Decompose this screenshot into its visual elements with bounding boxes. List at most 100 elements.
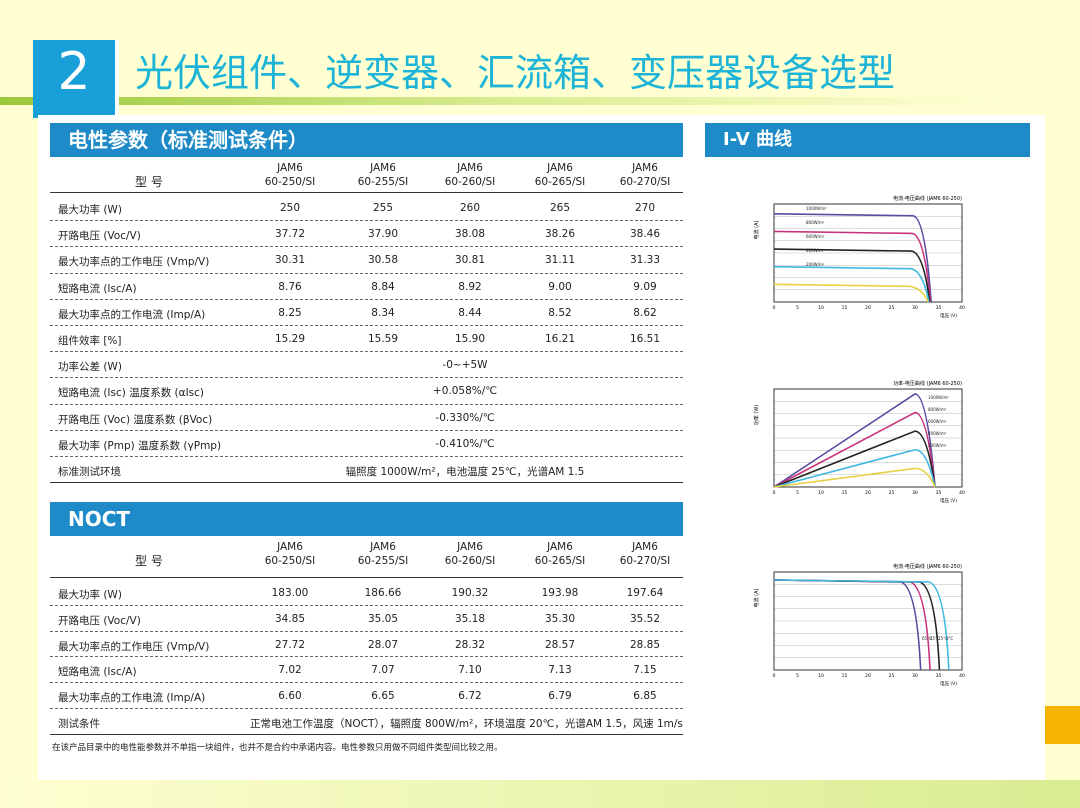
x-tick-label: 25 — [889, 490, 895, 496]
model-name: JAM6 60-270/SI — [619, 162, 671, 188]
model-name: JAM6 60-255/SI — [357, 541, 409, 567]
legend-label: 25°C — [938, 636, 948, 641]
plot-frame — [773, 203, 963, 303]
separator — [50, 656, 683, 658]
separator — [50, 298, 683, 300]
x-tick-label: 15 — [842, 490, 848, 496]
x-axis-label: 电压 (V) — [940, 680, 957, 687]
cell: 9.09 — [633, 280, 657, 293]
x-tick-label: 35 — [936, 490, 942, 496]
cell: 193.98 — [541, 587, 579, 599]
model-name: JAM6 60-260/SI — [444, 162, 496, 188]
separator — [50, 325, 683, 326]
curve — [773, 579, 931, 671]
cell: 35.18 — [454, 612, 486, 625]
slide-title: 光伏组件、逆变器、汇流箱、变压器设备选型 — [135, 51, 896, 95]
model-name: JAM6 60-255/SI — [357, 162, 409, 188]
x-tick-label: 15 — [842, 673, 848, 679]
row-label: 标准测试环境 — [58, 466, 121, 478]
legend-label: 600W/m² — [928, 419, 947, 424]
x-tick-label: 25 — [889, 673, 895, 679]
model-name: JAM6 60-250/SI — [264, 541, 316, 567]
row-label: 短路电流 (Isc) 温度系数 (αIsc) — [58, 387, 204, 400]
x-tick-label: 30 — [912, 490, 918, 496]
curve — [773, 213, 932, 303]
cell: 6.72 — [458, 690, 482, 703]
cell: 8.34 — [371, 306, 395, 319]
cell: 28.85 — [629, 638, 661, 651]
row-label: 功率公差 (W) — [58, 361, 122, 374]
cell: 15.59 — [367, 333, 399, 345]
x-tick-label: 35 — [936, 673, 942, 679]
curve — [773, 467, 936, 488]
legend-label: 65°C — [922, 636, 932, 641]
y-axis-label: 功率 (W) — [753, 405, 760, 425]
section-number: 2 — [57, 42, 91, 102]
separator — [50, 377, 683, 379]
cell: 8.92 — [458, 280, 482, 293]
cell: 197.64 — [626, 587, 664, 599]
separator — [50, 682, 683, 684]
x-tick-label: 15 — [842, 305, 848, 311]
row-label: 最大功率 (Pmp) 温度系数 (γPmp) — [58, 439, 222, 452]
row-label: 最大功率点的工作电压 (Vmp/V) — [58, 256, 210, 269]
cell: 7.13 — [548, 664, 572, 677]
cell: 6.65 — [371, 690, 395, 703]
model-name: JAM6 60-265/SI — [534, 162, 586, 188]
green-rule — [0, 97, 1000, 105]
cell: 260 — [459, 202, 481, 214]
x-tick-label: 30 — [912, 673, 918, 679]
cell: 31.33 — [629, 254, 661, 267]
x-tick-label: 40 — [959, 305, 965, 311]
x-tick-label: 5 — [796, 490, 799, 496]
side-tab — [1045, 706, 1080, 744]
cell: 8.44 — [458, 306, 482, 319]
cell: 250 — [279, 202, 301, 214]
row-label: 最大功率 (W) — [58, 204, 122, 216]
cell: 8.76 — [278, 280, 302, 293]
curve — [773, 579, 950, 671]
model-name: JAM6 60-270/SI — [619, 541, 671, 567]
plot-frame — [773, 571, 963, 671]
legend-label: 600W/m² — [806, 234, 825, 239]
x-tick-label: 10 — [818, 305, 824, 311]
row-label: 短路电流 (Isc/A) — [58, 666, 137, 679]
section-heading: I-V 曲线 — [705, 123, 1030, 157]
separator — [50, 604, 683, 606]
row-label: 开路电压 (Voc) 温度系数 (βVoc) — [58, 413, 213, 426]
cell-span: -0.330%/℃ — [435, 411, 495, 424]
cell: 28.32 — [454, 638, 486, 651]
cell: 16.21 — [544, 333, 576, 345]
legend-label: 1000W/m² — [928, 395, 949, 400]
iv-chart: 电流-电压曲线 (JAM6 60-250) 电流 (A) 0 5 10 15 20 25 30 3… — [753, 195, 965, 319]
row-label: 开路电压 (Voc/V) — [58, 614, 141, 627]
x-tick-label: 10 — [818, 673, 824, 679]
row-label: 开路电压 (Voc/V) — [58, 230, 141, 243]
separator — [50, 577, 683, 578]
separator — [50, 192, 683, 193]
row-label: 最大功率 (W) — [58, 589, 122, 601]
cell: 8.52 — [548, 306, 572, 319]
legend-label: 800W/m² — [806, 220, 825, 225]
curve — [773, 579, 941, 671]
cell: 255 — [372, 202, 394, 214]
plot-frame — [773, 388, 963, 488]
separator — [50, 456, 683, 457]
cell-span: 正常电池工作温度（NOCT），辐照度 800W/m²，环境温度 20℃，光谱AM… — [250, 718, 683, 730]
cell: 37.72 — [274, 228, 306, 241]
separator — [50, 429, 683, 431]
x-tick-label: 0 — [773, 673, 776, 679]
cell: 7.15 — [633, 664, 657, 677]
number-box — [33, 40, 119, 118]
cell: 30.81 — [454, 254, 486, 267]
x-axis-label: 电压 (V) — [940, 312, 957, 319]
cell: 15.90 — [454, 333, 486, 345]
x-tick-label: 5 — [796, 305, 799, 311]
cell: 38.46 — [629, 228, 661, 241]
chart-title: 电流-电压曲线 (JAM6 60-250) — [893, 563, 962, 570]
cell: 183.00 — [271, 587, 309, 599]
separator — [50, 482, 683, 484]
x-tick-label: 20 — [865, 305, 871, 311]
cell: 265 — [549, 202, 571, 214]
cell: 15.29 — [274, 333, 306, 345]
